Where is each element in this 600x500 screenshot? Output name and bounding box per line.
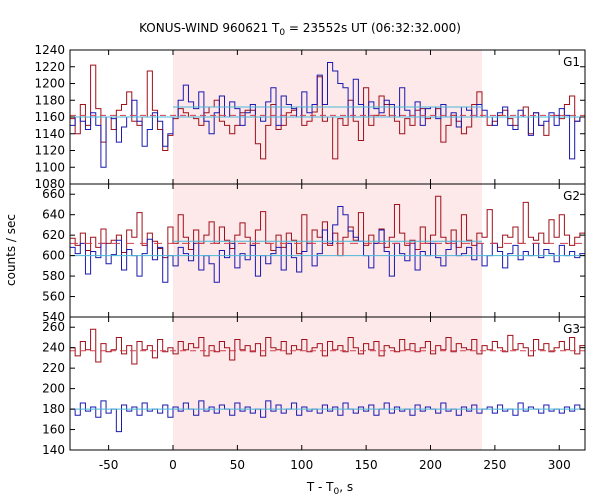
panel-g1-plot bbox=[70, 62, 585, 168]
panel-g1-series-2 bbox=[70, 62, 585, 168]
y-tick-label: 600 bbox=[42, 249, 65, 263]
y-tick-label: 1220 bbox=[34, 60, 65, 74]
panel-g3-frame bbox=[69, 316, 586, 451]
x-tick-label: 50 bbox=[230, 458, 245, 472]
panel-label-g1: G1 bbox=[563, 55, 580, 69]
frame-layer: 1080 1100 1120 1140 1160 1180 1200 1220 1240 G1 54… bbox=[34, 43, 586, 472]
chart-title: KONUS-WIND 960621 T0 = 23552s UT (06:32:… bbox=[139, 21, 461, 38]
y-tick-label: 1080 bbox=[34, 177, 65, 191]
panel-g2-plot bbox=[70, 195, 585, 283]
y-tick-label: 260 bbox=[42, 320, 65, 334]
x-tick-label: 0 bbox=[169, 458, 177, 472]
panel-g3-series-2 bbox=[70, 400, 585, 433]
x-tick-label: 300 bbox=[548, 458, 571, 472]
y-tick-label: 660 bbox=[42, 187, 65, 201]
y-tick-label: 140 bbox=[42, 443, 65, 457]
y-tick-label: 200 bbox=[42, 382, 65, 396]
y-tick-label: 560 bbox=[42, 290, 65, 304]
y-tick-label: 160 bbox=[42, 423, 65, 437]
x-tick-label: -50 bbox=[99, 458, 119, 472]
y-tick-label: 180 bbox=[42, 402, 65, 416]
y-tick-label: 1140 bbox=[34, 127, 65, 141]
x-tick-label: 150 bbox=[355, 458, 378, 472]
panel-label-g3: G3 bbox=[563, 322, 580, 336]
y-tick-label: 1160 bbox=[34, 110, 65, 124]
y-axis-label: counts / sec bbox=[4, 214, 18, 286]
y-tick-label: 640 bbox=[42, 208, 65, 222]
y-tick-label: 620 bbox=[42, 228, 65, 242]
panel-g3-series-1 bbox=[70, 328, 585, 365]
y-tick-label: 220 bbox=[42, 361, 65, 375]
x-tick-label: 250 bbox=[483, 458, 506, 472]
x-axis-label: T - T0, s bbox=[306, 480, 353, 497]
panel-label-g2: G2 bbox=[563, 189, 580, 203]
y-tick-label: 1180 bbox=[34, 93, 65, 107]
x-tick-label: 200 bbox=[419, 458, 442, 472]
y-tick-label: 1120 bbox=[34, 144, 65, 158]
panel-g3-plot bbox=[70, 328, 585, 433]
y-tick-label: 540 bbox=[42, 310, 65, 324]
y-tick-label: 580 bbox=[42, 269, 65, 283]
panel-g2-series-2 bbox=[70, 206, 585, 283]
y-tick-label: 240 bbox=[42, 341, 65, 355]
y-tick-label: 1100 bbox=[34, 160, 65, 174]
y-tick-label: 1240 bbox=[34, 43, 65, 57]
x-tick-label: 100 bbox=[290, 458, 313, 472]
series-layer bbox=[70, 62, 585, 433]
y-tick-label: 1200 bbox=[34, 77, 65, 91]
